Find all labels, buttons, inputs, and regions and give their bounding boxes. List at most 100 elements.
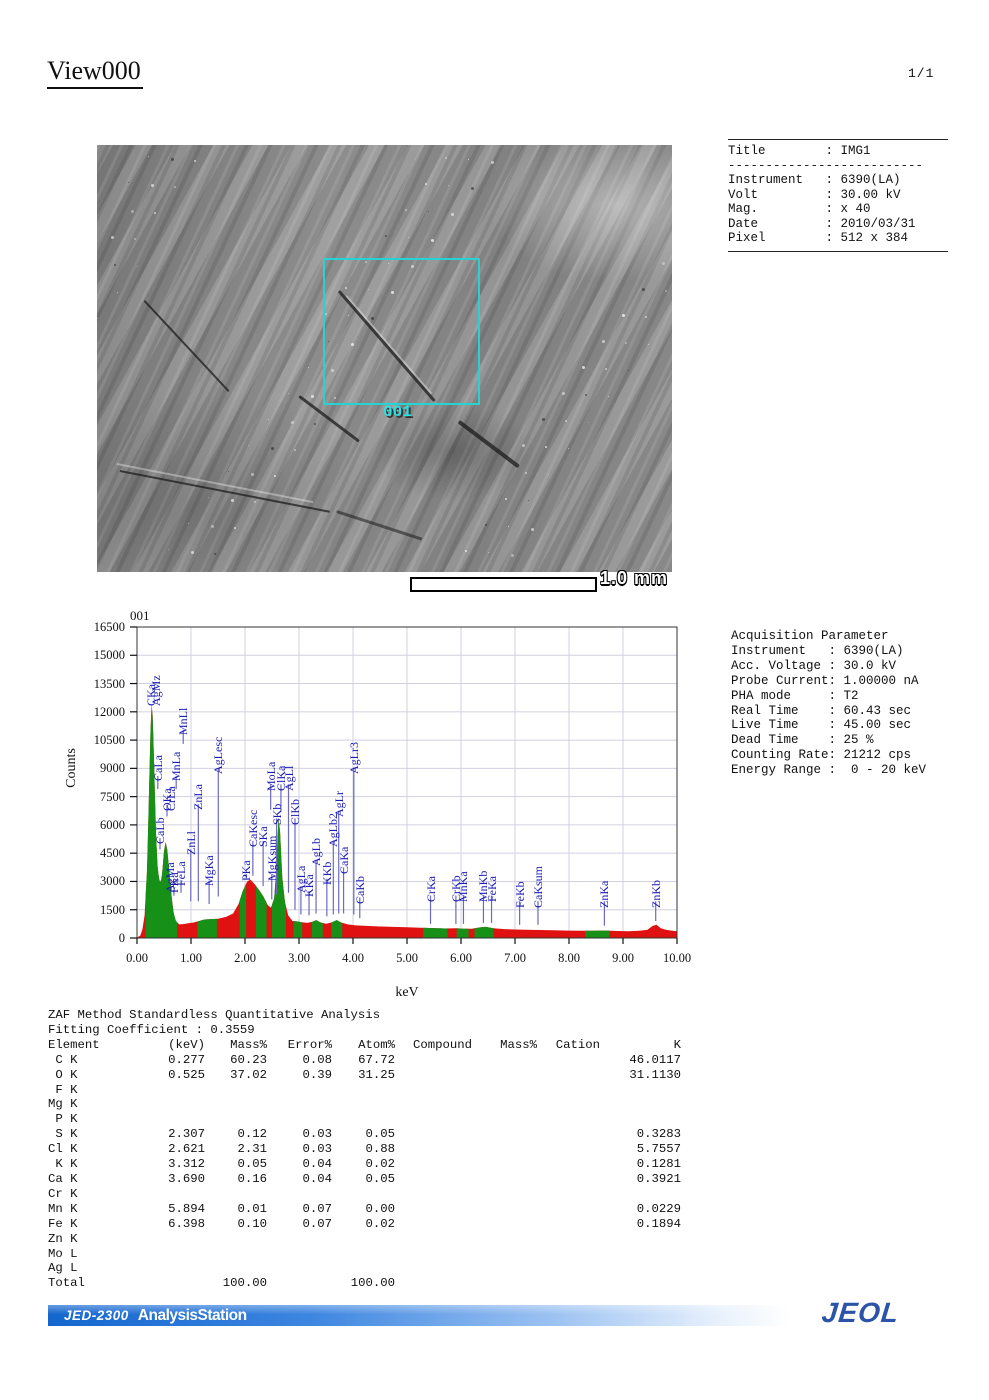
quant-table-cell: 0.05 — [237, 1157, 267, 1172]
quant-table-cell — [118, 1187, 205, 1202]
quant-table-cell — [537, 1187, 600, 1202]
quant-table-cell — [267, 1097, 332, 1112]
sem-speckle — [622, 314, 625, 317]
sem-speckle — [588, 422, 589, 423]
quant-table-cell: 0.10 — [237, 1216, 267, 1231]
quant-table-cell — [332, 1097, 395, 1112]
peak-label-AgLesc: AgLesc — [211, 736, 226, 774]
peak-label-MgKsum: MgKsum — [264, 835, 279, 882]
quant-table-cell — [500, 1202, 537, 1217]
x-tick-label: 9.00 — [612, 951, 634, 965]
sem-speckle — [602, 340, 605, 343]
quant-table-cell — [500, 1217, 537, 1232]
quant-table-row: C K 0.277 60.23 0.08 67.72 46.0117 — [48, 1053, 681, 1068]
quant-table-cell — [332, 1112, 395, 1127]
sem-speckle — [565, 420, 567, 422]
quant-table-row: P K — [48, 1112, 681, 1127]
sem-speckle — [345, 287, 347, 289]
quant-table-cell — [500, 1068, 537, 1083]
acquisition-row: Acc. Voltage: 30.0 kV — [731, 658, 897, 673]
quant-table-cell: 0.00 — [365, 1201, 395, 1216]
quant-table-row: Cr K — [48, 1187, 681, 1202]
sem-speckle — [542, 418, 545, 421]
sem-speckle — [448, 185, 449, 186]
quant-table-row: Ca K 3.690 0.16 0.04 0.05 0.3921 — [48, 1172, 681, 1187]
peak-label-MnLa: MnLa — [169, 751, 184, 782]
y-tick-label: 7500 — [100, 789, 125, 804]
x-tick-label: 7.00 — [504, 951, 526, 965]
quant-table-cell — [395, 1053, 500, 1068]
scale-bar-label: 1.0 mm — [600, 568, 669, 588]
quant-table-row: Total 100.00 100.00 — [48, 1276, 681, 1291]
quant-table-cell — [500, 1276, 537, 1291]
y-tick-label: 9000 — [100, 761, 125, 776]
jeol-logo: JEOL — [820, 1297, 901, 1328]
peak-label-AgLl: AgLl — [281, 765, 296, 791]
quant-table-cell — [118, 1232, 205, 1247]
info-row: Volt: 30.00 kV — [728, 187, 901, 202]
quant-table-cell: 3.312 — [168, 1157, 205, 1172]
acquisition-row: Real Time: 60.43 sec — [731, 703, 912, 718]
peak-label-ClKb: ClKb — [287, 798, 302, 825]
sem-speckle — [131, 210, 134, 213]
quant-table-cell — [500, 1157, 537, 1172]
peak-label-AgLr3: AgLr3 — [346, 741, 361, 774]
peak-label-PKa: PKa — [239, 860, 254, 882]
y-tick-label: 1500 — [100, 902, 125, 917]
quant-table-row: Zn K — [48, 1232, 681, 1247]
spectrum-plot — [130, 626, 678, 944]
sem-speckle — [328, 341, 329, 342]
sem-speckle — [428, 211, 429, 212]
sem-speckle — [491, 161, 494, 164]
quant-table-cell: 2.31 — [237, 1142, 267, 1157]
sem-speckle — [522, 444, 525, 447]
quant-table-cell — [537, 1202, 600, 1217]
quant-table-cell — [600, 1083, 681, 1098]
quant-table-cell: 0.02 — [365, 1216, 395, 1231]
sem-speckle — [645, 316, 647, 318]
x-tick-label: 5.00 — [396, 951, 418, 965]
quant-table-cell: 5.7557 — [636, 1142, 681, 1157]
analysis-region-box — [323, 258, 480, 405]
quant-table-cell: Total — [48, 1276, 85, 1291]
info-row: Mag.: x 40 — [728, 202, 871, 216]
sem-speckle — [385, 235, 387, 237]
quant-table-row: Mn K 5.894 0.01 0.07 0.00 0.0229 — [48, 1202, 681, 1217]
acquisition-row: Energy Range: 0 - 20 keV — [731, 763, 927, 778]
quant-table-cell: Mo L — [48, 1246, 78, 1261]
acquisition-row: PHA mode: T2 — [731, 688, 859, 703]
quant-table-cell — [500, 1261, 537, 1276]
quant-table-cell — [537, 1053, 600, 1068]
quant-table-cell: 37.02 — [230, 1067, 267, 1082]
eds-spectrum-chart: CKa AgMz CaLa CaLb OKa CrLa AgMa FKa MnLa FeLa MnL… — [94, 620, 691, 965]
quant-table-cell: 0.1894 — [636, 1216, 681, 1231]
quant-table-cell: O K — [48, 1067, 78, 1082]
quant-table-cell — [267, 1247, 332, 1262]
peak-label-CaKa: CaKa — [336, 846, 351, 874]
quant-table-cell — [600, 1232, 681, 1247]
quant-table-cell — [267, 1083, 332, 1098]
sem-speckle — [665, 290, 667, 292]
peak-label-CaKsum: CaKsum — [530, 865, 545, 908]
sem-speckle — [605, 368, 607, 370]
footer-bar: JED-2300 AnalysisStation — [48, 1305, 790, 1326]
quant-table-cell — [600, 1112, 681, 1127]
quant-table-row: F K — [48, 1083, 681, 1098]
quant-table-row: Cl K 2.621 2.31 0.03 0.88 5.7557 — [48, 1142, 681, 1157]
sem-speckle — [431, 239, 434, 242]
quant-header-cell: Compound — [413, 1037, 473, 1052]
acquisition-parameter-panel: Acquisition Parameter Instrument: 6390(L… — [731, 629, 961, 778]
sem-speckle — [271, 447, 274, 450]
quant-header-cell: Atom% — [358, 1037, 395, 1052]
sem-crack — [457, 420, 520, 469]
quant-table-cell — [395, 1127, 500, 1142]
sem-speckle — [294, 449, 296, 451]
quant-header-cell: Cation — [555, 1037, 600, 1052]
quant-table-cell — [537, 1261, 600, 1276]
quant-table-cell — [395, 1202, 500, 1217]
quant-table-cell — [500, 1142, 537, 1157]
quant-table-cell — [332, 1187, 395, 1202]
peak-label-MgKa: MgKa — [202, 855, 217, 886]
quant-table-cell: P K — [48, 1112, 78, 1127]
